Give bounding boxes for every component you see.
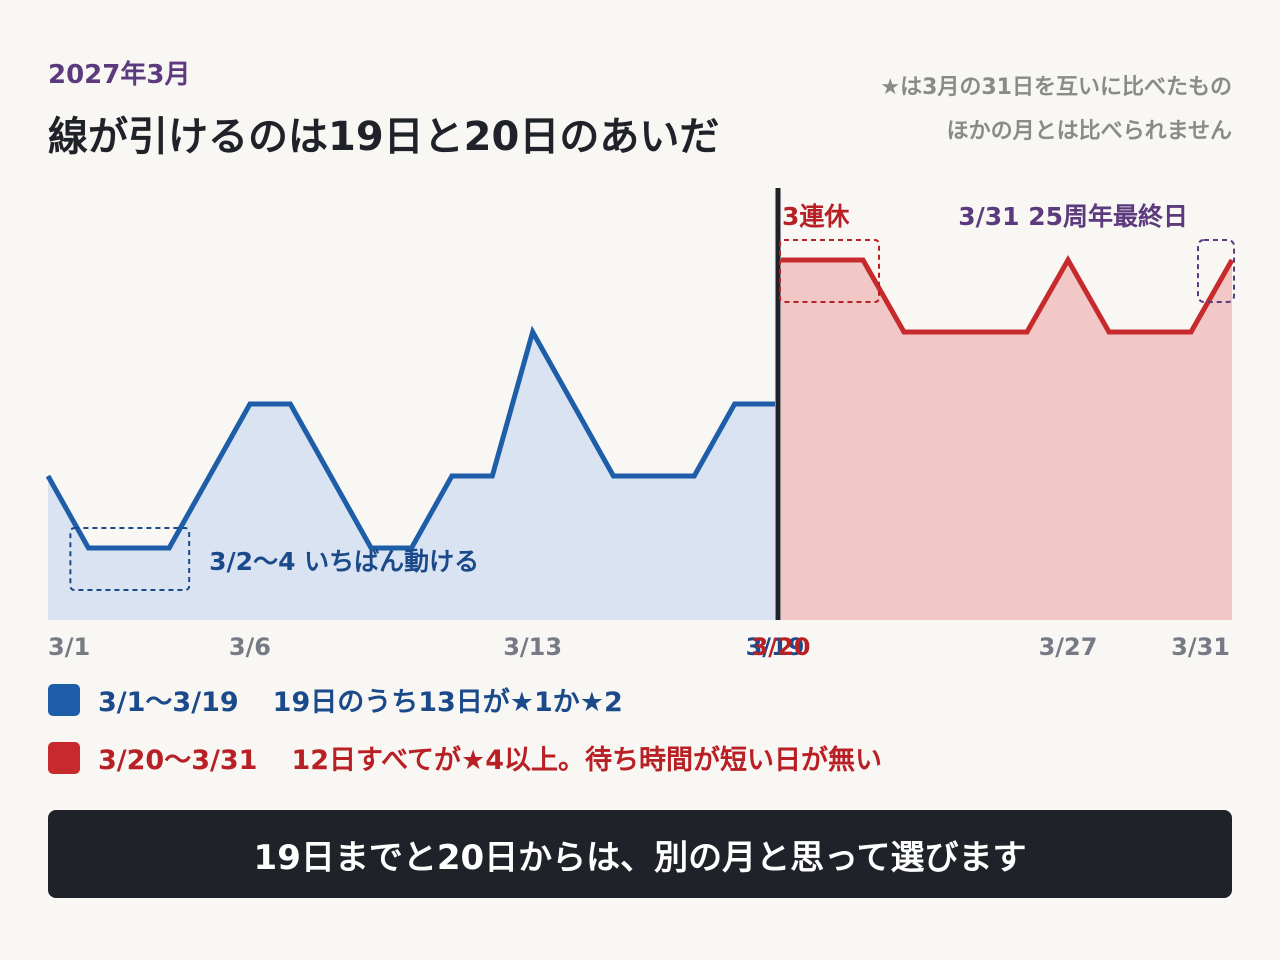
page-title: 線が引けるのは19日と20日のあいだ: [48, 114, 720, 160]
legend-item-late: 3/20〜3/31 12日すべてが★4以上。待ち時間が短い日が無い: [48, 738, 882, 777]
legend-text: 19日のうち13日が★1か★2: [272, 687, 623, 718]
scale-note: ★は3月の31日を互いに比べたもの ほかの月とは比べられません: [880, 66, 1232, 154]
annotation-label-lowest: 3/2〜4 いちばん動ける: [209, 547, 479, 576]
annotation-box-anniversary: [1197, 239, 1235, 303]
legend-range: 3/20〜3/31: [98, 745, 258, 776]
legend-range: 3/1〜3/19: [98, 687, 239, 718]
conclusion-text: 19日までと20日からは、別の月と思って選びます: [253, 837, 1027, 878]
annotation-label-holiday: 3連休: [782, 202, 850, 231]
series-late-area: [781, 260, 1232, 620]
legend-text: 12日すべてが★4以上。待ち時間が短い日が無い: [291, 745, 883, 776]
conclusion-banner: 19日までと20日からは、別の月と思って選びます: [48, 810, 1232, 898]
series-late-line: [781, 254, 1235, 335]
legend-swatch-blue: [48, 683, 80, 716]
x-tick-label: 3/6: [229, 633, 271, 661]
annotation-box-holiday: [779, 239, 880, 303]
scale-note-line-2: ほかの月とは比べられません: [946, 119, 1232, 144]
period-label: 2027年3月: [48, 60, 191, 90]
x-tick-label: 3/20: [752, 633, 811, 661]
x-tick-label: 3/13: [503, 633, 562, 661]
legend-item-early: 3/1〜3/19 19日のうち13日が★1か★2: [48, 680, 623, 719]
x-tick-label: 3/27: [1039, 633, 1098, 661]
x-tick-label: 3/31: [1171, 633, 1230, 661]
annotation-label-anniversary: 3/31 25周年最終日: [958, 202, 1188, 231]
series-early-area: [48, 332, 775, 620]
series-early-line: [45, 325, 775, 551]
scale-note-line-1: ★は3月の31日を互いに比べたもの: [880, 75, 1232, 100]
legend-swatch-red: [48, 741, 80, 774]
x-tick-label: 3/19: [746, 633, 805, 661]
x-tick-label: 3/1: [48, 633, 90, 661]
annotation-box-lowest: [69, 527, 191, 591]
daily-rating-chart: 3/1 3/6 3/13 3/193/20 3/27 3/31 3/2〜4 いちばん動ける 3…: [45, 188, 1235, 661]
